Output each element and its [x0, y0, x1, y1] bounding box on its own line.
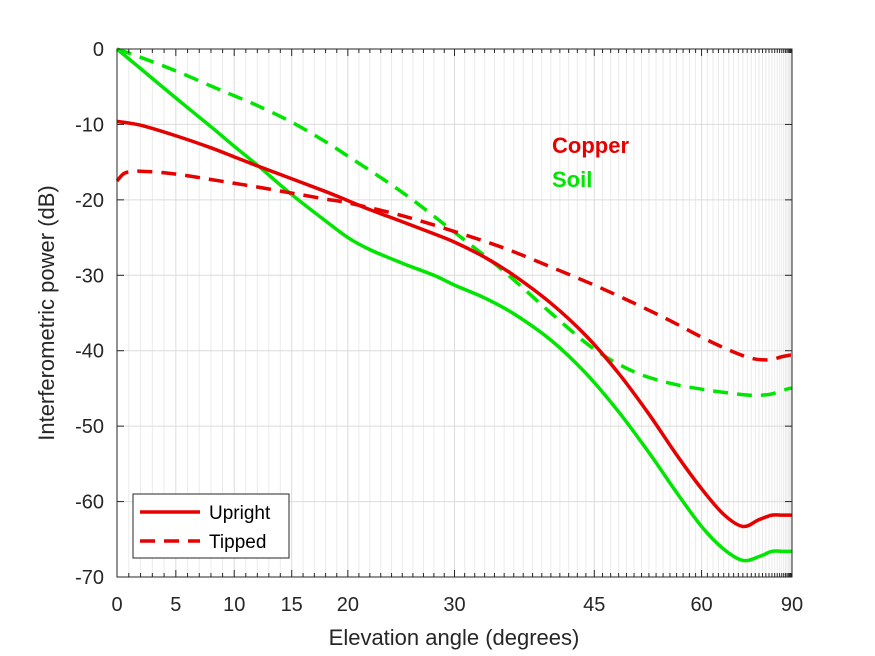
legend-label-tipped: Tipped: [209, 532, 266, 553]
legend: Upright Tipped: [132, 493, 290, 559]
y-tick-label: -30: [75, 265, 104, 287]
y-tick-label: -70: [75, 567, 104, 589]
legend-box: [132, 493, 290, 559]
x-tick-label: 0: [111, 594, 122, 616]
x-tick-label: 5: [170, 594, 181, 616]
x-tick-label: 20: [337, 594, 359, 616]
annotation-copper: Copper: [552, 133, 629, 158]
series-copper-dashed: [115, 169, 793, 362]
legend-label-upright: Upright: [209, 503, 271, 524]
series-soil-solid: [115, 47, 793, 563]
y-axis-label: Interferometric power (dB): [34, 185, 59, 441]
x-tick-label: 60: [690, 594, 712, 616]
annotation-soil: Soil: [552, 167, 592, 192]
axis-ticks: [116, 48, 793, 578]
series-copper-solid: [116, 119, 793, 529]
x-tick-label: 15: [281, 594, 303, 616]
y-tick-label: 0: [93, 39, 104, 61]
series-soil-dashed: [116, 47, 793, 398]
y-tick-label: -40: [75, 341, 104, 363]
y-tick-label: -10: [75, 114, 104, 136]
x-tick-label: 90: [781, 594, 803, 616]
y-tick-label: -50: [75, 416, 104, 438]
y-tick-label: -20: [75, 190, 104, 212]
tick-labels: 0 5 10 15 20 30 45 60 90 0 -10 -20 -30 -40 -50 -60 -70: [75, 39, 803, 616]
series-layer: [115, 47, 793, 563]
x-tick-label: 30: [443, 594, 465, 616]
x-tick-label: 45: [583, 594, 605, 616]
x-axis-label: Elevation angle (degrees): [329, 625, 580, 650]
x-tick-label: 10: [223, 594, 245, 616]
y-tick-label: -60: [75, 492, 104, 514]
